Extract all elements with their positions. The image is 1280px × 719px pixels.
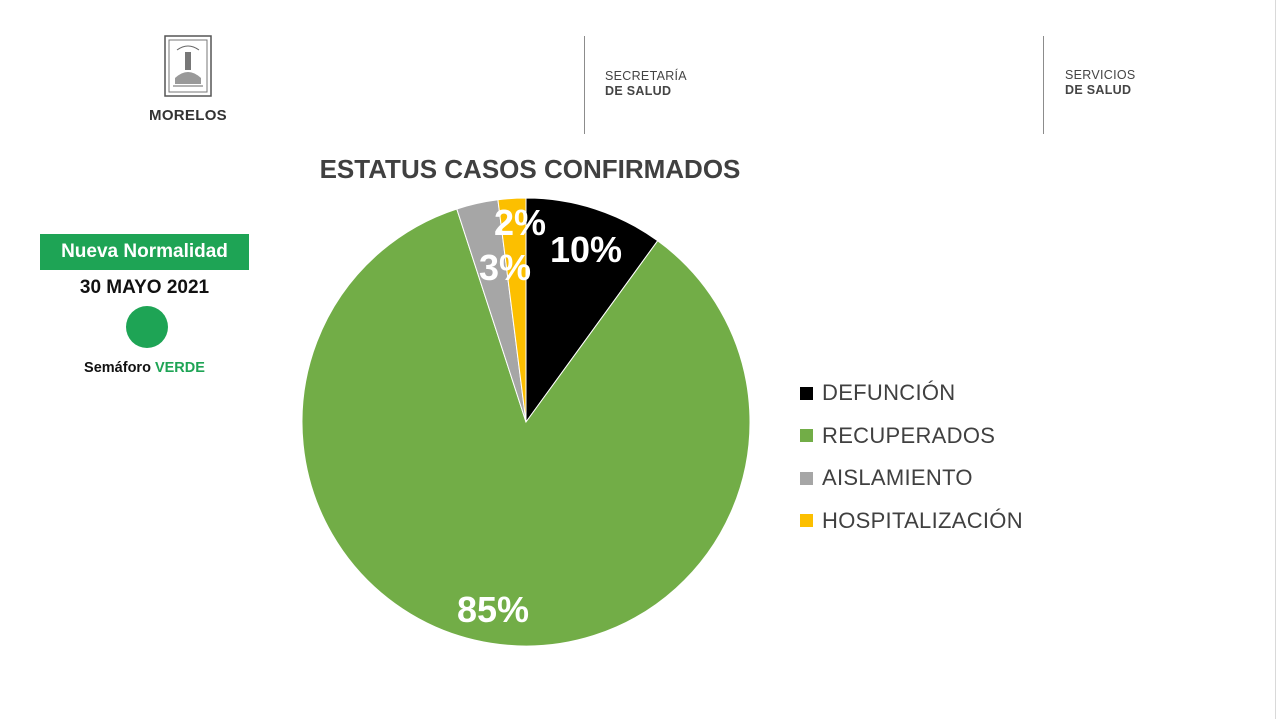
data-label-defunción: 10% <box>550 229 622 270</box>
data-label-recuperados: 85% <box>457 589 529 630</box>
logo-text: MORELOS <box>149 107 227 124</box>
dept-line2: DE SALUD <box>605 84 672 98</box>
dept-line1: SECRETARÍA <box>605 69 687 83</box>
legend-swatch <box>800 471 813 485</box>
dept-secretaria-salud: SECRETARÍA DE SALUD <box>605 69 687 99</box>
traffic-light-dot-icon <box>126 306 168 348</box>
legend-swatch <box>800 429 813 443</box>
dept-servicios-salud: SERVICIOS DE SALUD <box>1065 68 1136 98</box>
dept-line1: SERVICIOS <box>1065 68 1136 82</box>
legend-label: DEFUNCIÓN <box>822 380 956 406</box>
header-divider <box>584 36 585 134</box>
legend-item: HOSPITALIZACIÓN <box>800 500 1023 543</box>
legend-label: AISLAMIENTO <box>822 465 973 491</box>
semaforo-label: Semáforo <box>84 360 151 376</box>
legend-label: HOSPITALIZACIÓN <box>822 507 1023 533</box>
pie-slice-recuperados <box>301 208 751 647</box>
legend-swatch <box>800 386 813 400</box>
state-seal-icon <box>164 35 212 97</box>
data-label-hospitalización: 2% <box>494 202 546 243</box>
legend-item: DEFUNCIÓN <box>800 372 1023 415</box>
chart-legend: DEFUNCIÓN RECUPERADOS AISLAMIENTO HOSPITALI… <box>800 372 1023 542</box>
pie-slice-hospitalización <box>497 197 527 423</box>
header-divider <box>1043 36 1044 134</box>
status-date: 30 MAYO 2021 <box>79 277 210 298</box>
data-label-aislamiento: 3% <box>479 247 531 288</box>
nueva-normalidad-badge: Nueva Normalidad <box>40 234 249 270</box>
semaforo-status: Semáforo VERDE <box>40 360 249 376</box>
chart-title: ESTATUS CASOS CONFIRMADOS <box>319 154 741 184</box>
legend-label: RECUPERADOS <box>822 422 996 448</box>
dept-line2: DE SALUD <box>1065 83 1132 97</box>
morelos-logo: MORELOS <box>140 34 236 124</box>
right-edge-line <box>1275 0 1276 719</box>
semaforo-value: VERDE <box>154 360 205 376</box>
legend-item: AISLAMIENTO <box>800 457 1023 500</box>
legend-swatch <box>800 514 813 528</box>
pie-slice-defunción <box>525 197 659 424</box>
legend-item: RECUPERADOS <box>800 415 1023 458</box>
